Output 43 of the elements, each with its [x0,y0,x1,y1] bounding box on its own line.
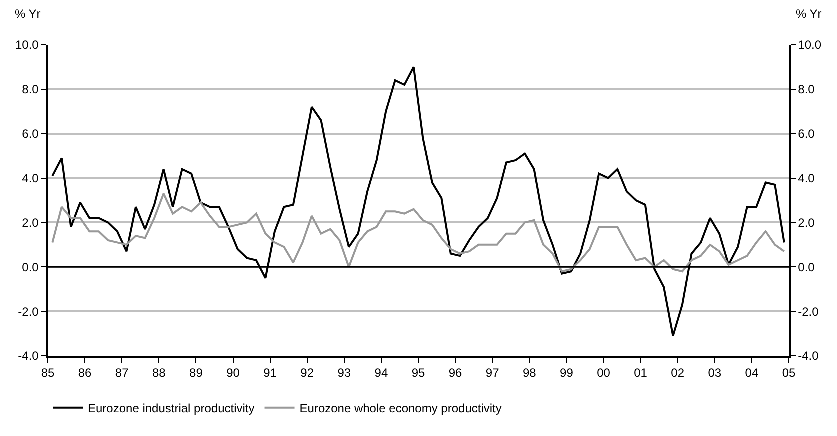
x-tick-label: 94 [374,366,388,380]
x-tick-label: 05 [782,366,796,380]
x-tick-label: 98 [522,366,537,380]
x-tick-label: 88 [152,366,166,380]
x-tick-label: 02 [671,366,685,380]
x-tick-label: 04 [745,366,759,380]
y2-tick-label: -4.0 [798,349,820,364]
y-tick-label: 4.0 [22,171,40,186]
y-tick-label: 6.0 [22,127,40,142]
x-tick-label: 00 [597,366,611,380]
legend-label: Eurozone whole economy productivity [300,402,502,416]
x-tick-label: 90 [226,366,240,380]
y2-axis-title: % Yr [796,7,822,21]
legend-label: Eurozone industrial productivity [88,402,255,416]
y2-tick-label: -2.0 [798,304,820,319]
x-tick-label: 86 [78,366,92,380]
y-tick-label: 10.0 [15,38,40,52]
line-series [52,192,786,273]
x-tick-label: 01 [634,366,648,380]
y2-tick-label: 4.0 [798,171,816,186]
x-tick-label: 87 [115,366,130,380]
y-axis-title: % Yr [15,7,41,21]
x-tick-label: 92 [300,366,314,380]
x-tick-label: 93 [338,366,352,380]
x-tick-label: 99 [560,366,574,380]
x-tick-label: 96 [448,366,463,380]
x-tick-label: 85 [41,366,55,380]
y-tick-label: 8.0 [22,82,40,97]
y-tick-label: -4.0 [18,349,40,364]
y2-tick-label: 2.0 [798,216,816,230]
y2-tick-label: 10.0 [798,38,822,52]
y2-tick-label: 0.0 [798,260,816,274]
x-tick-label: 91 [264,366,278,380]
x-tick-label: 89 [190,366,204,380]
y-tick-label: 0.0 [22,260,40,274]
y-tick-label: -2.0 [18,304,40,319]
y-tick-label: 2.0 [22,216,40,230]
x-tick-label: 03 [708,366,722,380]
x-tick-label: 97 [486,366,500,380]
line-series [52,66,786,338]
x-tick-label: 95 [412,366,426,380]
y2-tick-label: 6.0 [798,127,816,142]
y2-tick-label: 8.0 [798,82,816,97]
